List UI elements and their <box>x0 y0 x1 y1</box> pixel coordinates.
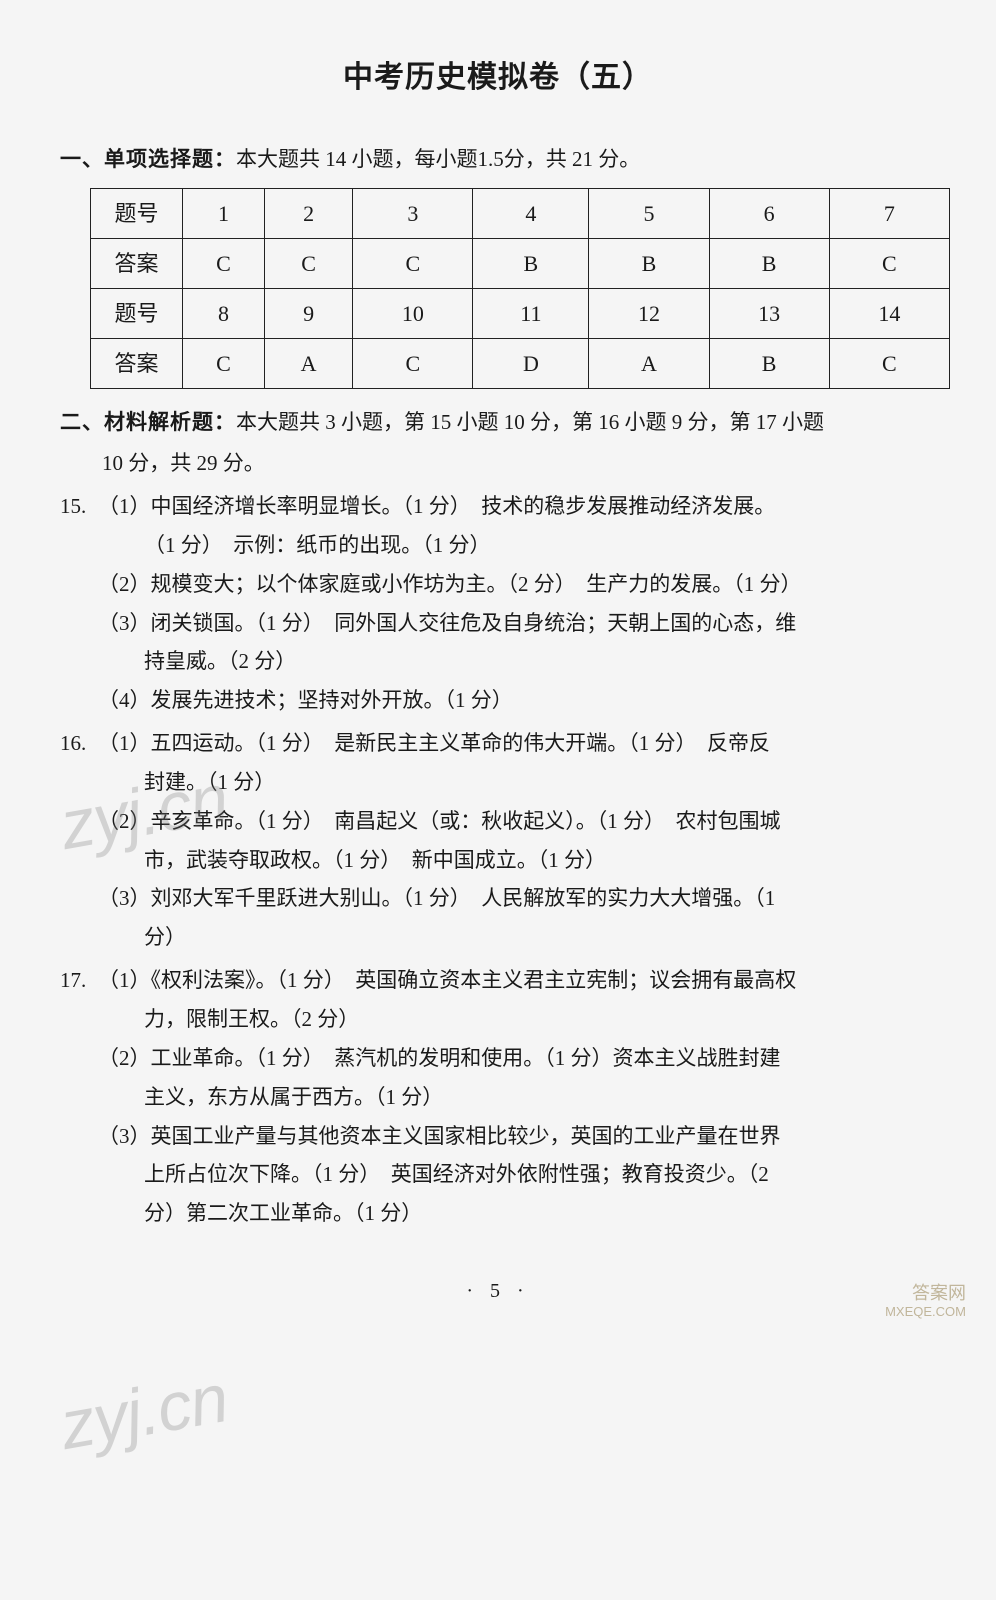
row-label: 题号 <box>91 289 183 339</box>
row-label: 答案 <box>91 339 183 389</box>
cell: 4 <box>473 189 589 239</box>
question-15: 15. （1）中国经济增长率明显增长。（1 分） 技术的稳步发展推动经济发展。 … <box>60 487 936 720</box>
q-num: 17. <box>60 961 98 1000</box>
q-num: 16. <box>60 724 98 763</box>
cell: C <box>353 239 473 289</box>
cell: 10 <box>353 289 473 339</box>
answer-line: 分）第二次工业革命。（1 分） <box>98 1194 928 1233</box>
cell: 12 <box>589 289 709 339</box>
section-2-desc-2: 10 分，共 29 分。 <box>60 444 936 483</box>
answer-line: 力，限制王权。（2 分） <box>98 1000 928 1039</box>
cell: B <box>709 339 829 389</box>
answer-line: （3）刘邓大军千里跃进大别山。（1 分） 人民解放军的实力大大增强。（1 <box>98 879 928 918</box>
answer-line: 封建。（1 分） <box>98 763 928 802</box>
q-body: （1）《权利法案》。（1 分） 英国确立资本主义君主立宪制；议会拥有最高权 力，… <box>98 961 928 1233</box>
cell: 11 <box>473 289 589 339</box>
section-1-desc: 本大题共 14 小题，每小题1.5分，共 21 分。 <box>236 147 640 171</box>
answer-line: （2）规模变大；以个体家庭或小作坊为主。（2 分） 生产力的发展。（1 分） <box>98 565 928 604</box>
section-1-label: 一、单项选择题： <box>60 147 236 171</box>
answer-line: （1）中国经济增长率明显增长。（1 分） 技术的稳步发展推动经济发展。 <box>98 487 928 526</box>
table-row: 题号 1 2 3 4 5 6 7 <box>91 189 950 239</box>
cell: D <box>473 339 589 389</box>
answer-line: 分） <box>98 918 928 957</box>
table-row: 答案 C C C B B B C <box>91 239 950 289</box>
answer-table: 题号 1 2 3 4 5 6 7 答案 C C C B B B C 题号 8 9… <box>90 188 950 389</box>
cell: 3 <box>353 189 473 239</box>
section-1-header: 一、单项选择题：本大题共 14 小题，每小题1.5分，共 21 分。 <box>60 140 936 179</box>
cell: 7 <box>829 189 949 239</box>
cell: 1 <box>183 189 265 239</box>
corner-logo: 答案网 MXEQE.COM <box>885 1283 966 1320</box>
page-title: 中考历史模拟卷（五） <box>60 50 936 106</box>
cell: A <box>264 339 352 389</box>
cell: 2 <box>264 189 352 239</box>
cell: 14 <box>829 289 949 339</box>
cell: 5 <box>589 189 709 239</box>
cell: 8 <box>183 289 265 339</box>
cell: 6 <box>709 189 829 239</box>
answer-line: 上所占位次下降。（1 分） 英国经济对外依附性强；教育投资少。（2 <box>98 1155 928 1194</box>
answer-line: （3）英国工业产量与其他资本主义国家相比较少，英国的工业产量在世界 <box>98 1117 928 1156</box>
question-16: 16. （1）五四运动。（1 分） 是新民主主义革命的伟大开端。（1 分） 反帝… <box>60 724 936 957</box>
answer-line: 市，武装夺取政权。（1 分） 新中国成立。（1 分） <box>98 841 928 880</box>
q-body: （1）五四运动。（1 分） 是新民主主义革命的伟大开端。（1 分） 反帝反 封建… <box>98 724 928 957</box>
cell: 9 <box>264 289 352 339</box>
cell: C <box>829 239 949 289</box>
cell: B <box>473 239 589 289</box>
cell: C <box>264 239 352 289</box>
q-num: 15. <box>60 487 98 526</box>
cell: C <box>183 239 265 289</box>
section-2-header: 二、材料解析题：本大题共 3 小题，第 15 小题 10 分，第 16 小题 9… <box>60 403 936 442</box>
answer-line: 主义，东方从属于西方。（1 分） <box>98 1078 928 1117</box>
answer-line: （1 分） 示例：纸币的出现。（1 分） <box>98 526 928 565</box>
answer-line: （2）工业革命。（1 分） 蒸汽机的发明和使用。（1 分）资本主义战胜封建 <box>98 1039 928 1078</box>
section-2-desc-1: 本大题共 3 小题，第 15 小题 10 分，第 16 小题 9 分，第 17 … <box>236 410 824 434</box>
cell: A <box>589 339 709 389</box>
answer-line: （2）辛亥革命。（1 分） 南昌起义（或：秋收起义）。（1 分） 农村包围城 <box>98 802 928 841</box>
answer-line: （4）发展先进技术；坚持对外开放。（1 分） <box>98 681 928 720</box>
cell: B <box>709 239 829 289</box>
answer-line: （1）《权利法案》。（1 分） 英国确立资本主义君主立宪制；议会拥有最高权 <box>98 961 928 1000</box>
row-label: 答案 <box>91 239 183 289</box>
table-row: 答案 C A C D A B C <box>91 339 950 389</box>
cell: B <box>589 239 709 289</box>
cell: C <box>353 339 473 389</box>
question-17: 17. （1）《权利法案》。（1 分） 英国确立资本主义君主立宪制；议会拥有最高… <box>60 961 936 1233</box>
watermark-icon: zyj.cn <box>50 1336 237 1489</box>
cell: 13 <box>709 289 829 339</box>
table-row: 题号 8 9 10 11 12 13 14 <box>91 289 950 339</box>
logo-line: MXEQE.COM <box>885 1304 966 1320</box>
q-body: （1）中国经济增长率明显增长。（1 分） 技术的稳步发展推动经济发展。 （1 分… <box>98 487 928 720</box>
cell: C <box>183 339 265 389</box>
answer-line: （3）闭关锁国。（1 分） 同外国人交往危及自身统治；天朝上国的心态，维 <box>98 604 928 643</box>
page-number: · 5 · <box>60 1273 936 1310</box>
answer-line: 持皇威。（2 分） <box>98 642 928 681</box>
cell: C <box>829 339 949 389</box>
row-label: 题号 <box>91 189 183 239</box>
section-2-label: 二、材料解析题： <box>60 410 236 434</box>
logo-line: 答案网 <box>885 1283 966 1305</box>
answer-line: （1）五四运动。（1 分） 是新民主主义革命的伟大开端。（1 分） 反帝反 <box>98 724 928 763</box>
